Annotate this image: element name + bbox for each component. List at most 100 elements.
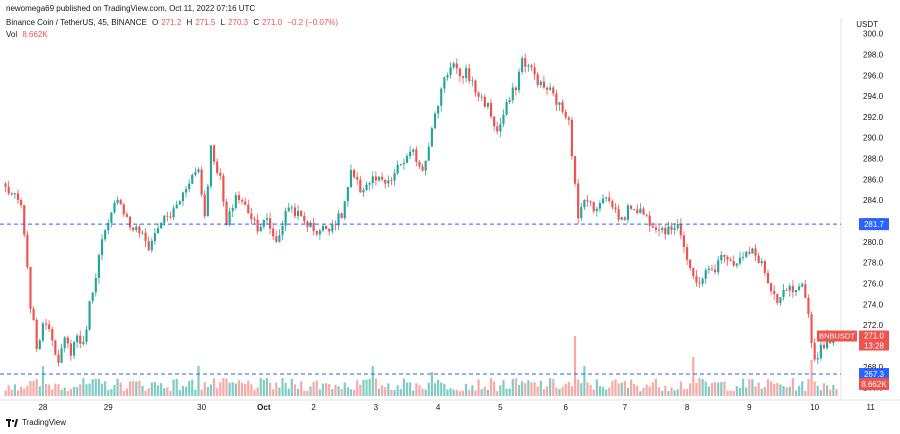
candle-body [60, 348, 63, 363]
candle-body [810, 314, 813, 343]
candle-body [570, 119, 574, 157]
vol-value: 8.662K [22, 30, 48, 39]
volume-bar [393, 390, 396, 396]
candle-body [178, 201, 181, 205]
candle-body [754, 248, 757, 256]
volume-bar [819, 390, 822, 396]
close-value: 271.0 [262, 18, 283, 27]
volume-bar [654, 378, 658, 396]
candle-body [132, 227, 135, 231]
volume-bar [20, 386, 23, 396]
candle-body [169, 216, 172, 218]
candle-body [107, 222, 110, 231]
candle-body [415, 149, 418, 162]
candle-body [222, 175, 225, 202]
candle-body [272, 228, 275, 237]
volume-bar [698, 378, 701, 396]
volume-bar [41, 366, 44, 396]
candle-body [399, 164, 402, 165]
candle-body [402, 162, 405, 165]
candle-body [773, 291, 776, 295]
vol-label: Vol [6, 30, 18, 39]
candle-body [306, 221, 309, 228]
candle-body [788, 286, 791, 291]
volume-bar [816, 385, 819, 396]
volume-bar [514, 378, 518, 396]
volume-bar [598, 385, 602, 396]
volume-bar [433, 383, 437, 396]
candle-body [455, 63, 458, 69]
volume-bar [85, 384, 88, 396]
symbol-name[interactable]: Binance Coin / TetherUS, 45, BINANCE [6, 18, 147, 27]
volume-bar [443, 383, 446, 396]
candle-body [104, 230, 107, 240]
volume-bar [362, 380, 365, 396]
volume-bar [521, 381, 524, 396]
candle-body [713, 269, 717, 273]
volume-bar [689, 383, 692, 396]
x-tick-label: 28 [38, 403, 47, 412]
candle-body [766, 272, 770, 284]
candle-body [346, 187, 349, 202]
volume-bar [798, 385, 801, 396]
volume-bar [601, 386, 605, 396]
candle-body [657, 229, 661, 231]
volume-bar [822, 383, 826, 396]
candle-body [670, 226, 673, 230]
candle-body [798, 286, 801, 290]
volume-bar [144, 390, 147, 396]
candle-body [527, 65, 530, 67]
volume-bar [508, 388, 511, 396]
volume-bar [13, 384, 16, 396]
candle-body [387, 180, 390, 184]
candle-body [393, 173, 396, 181]
x-tick-label: 29 [104, 403, 113, 412]
volume-bar [44, 384, 48, 396]
x-tick-label: 10 [810, 403, 819, 412]
volume-bar [4, 390, 7, 396]
candle-body [633, 209, 636, 210]
volume-bar [720, 382, 723, 396]
volume-bar [605, 389, 608, 396]
candle-body [499, 124, 502, 132]
candle-body [458, 68, 461, 77]
volume-bar [349, 389, 353, 396]
candle-body [626, 205, 630, 220]
volume-bar [409, 382, 412, 396]
candle-body [801, 284, 804, 287]
candle-body [191, 174, 194, 184]
volume-bar [250, 384, 253, 396]
candle-body [707, 268, 710, 271]
volume-bar [402, 378, 405, 396]
volume-bar [60, 389, 63, 396]
volume-bar [592, 389, 595, 396]
candle-body [424, 160, 427, 171]
volume-bar [567, 381, 570, 396]
candle-body [23, 205, 26, 235]
volume-bar [573, 336, 577, 396]
currency-label: USDT [856, 20, 878, 29]
candle-body [113, 202, 116, 213]
volume-bar [234, 383, 237, 396]
tradingview-logo-icon [6, 418, 18, 427]
volume-bar [225, 378, 228, 396]
candle-body [729, 259, 732, 262]
volume-bar [107, 390, 110, 396]
last-price-value: 271.0 [864, 332, 885, 341]
volume-bar [421, 388, 424, 396]
volume-bar [461, 390, 465, 396]
candle-body [405, 156, 409, 163]
volume-bar [763, 386, 766, 396]
volume-bar [580, 383, 583, 396]
volume-bar [710, 383, 714, 396]
volume-bar [35, 378, 38, 396]
candle-body [685, 247, 689, 260]
volume-bar [315, 380, 318, 396]
candle-body [212, 145, 216, 162]
candle-body [41, 323, 44, 341]
brand-label: TradingView [22, 418, 67, 427]
volume-bar [268, 382, 272, 396]
candle-body [85, 329, 88, 342]
candle-body [521, 58, 524, 72]
